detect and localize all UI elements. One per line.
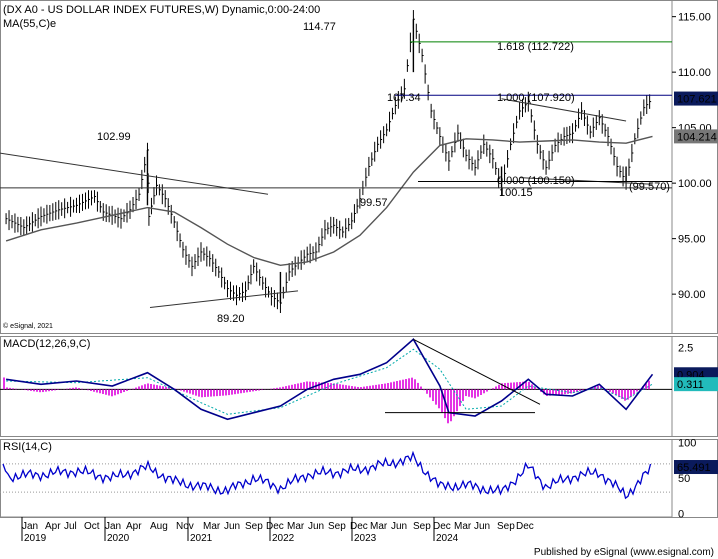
rsi-tick-label: 100 xyxy=(678,438,696,450)
trendline-lower xyxy=(149,290,299,308)
price-bars xyxy=(5,10,652,314)
month-label: Jun xyxy=(224,521,240,532)
annotation-8: 0.000 (100.150) xyxy=(497,175,575,187)
drawing-overlay: 102.99 89.20 114.77 107.34 99.57 100.15 1.618 … xyxy=(0,21,672,325)
month-label: Jul xyxy=(64,521,77,532)
month-label: Oct xyxy=(84,521,100,532)
ma-label: MA(55,C)e xyxy=(3,18,56,30)
year-label: 2022 xyxy=(272,533,295,544)
chart-title: (DX A0 - US DOLLAR INDEX FUTURES,W) Dyna… xyxy=(3,4,320,16)
month-label: Jun xyxy=(391,521,407,532)
watermark: © eSignal, 2021 xyxy=(3,322,53,330)
month-label: Nov xyxy=(176,521,194,532)
rsi-line xyxy=(2,450,652,500)
annotation-3: 107.34 xyxy=(387,92,421,104)
year-label: 2019 xyxy=(24,533,47,544)
rsi-tick-label: 50 xyxy=(678,473,690,485)
month-label: Mar xyxy=(287,521,305,532)
macd-tick-label: 2.5 xyxy=(678,343,693,355)
price-tick-label: 100.00 xyxy=(678,178,712,190)
trendline-upper xyxy=(0,152,269,195)
month-label: Mar xyxy=(370,521,388,532)
macd-panel-marks xyxy=(0,338,672,424)
tag-signal-value-bg xyxy=(674,377,718,392)
macd-trendline xyxy=(413,338,541,405)
annotation-2: 114.77 xyxy=(303,21,336,33)
axis-labels: 90.0095.00100.00105.00110.00115.002.5050… xyxy=(21,12,712,544)
month-label: Jun xyxy=(474,521,490,532)
panel-frame xyxy=(0,336,718,437)
annotation-0: 102.99 xyxy=(97,131,131,143)
month-label: Dec xyxy=(266,521,284,532)
month-label: Dec xyxy=(516,521,534,532)
ma-line xyxy=(5,135,653,267)
annotation-7: 1.000 (107.920) xyxy=(497,92,575,104)
annotation-1: 89.20 xyxy=(217,313,245,325)
month-label: Jan xyxy=(105,521,121,532)
month-label: Apr xyxy=(126,521,142,532)
tag-ma-value: 104.214 xyxy=(677,131,717,143)
month-label: Sep xyxy=(497,521,515,532)
macd-line xyxy=(5,338,654,421)
month-label: Jun xyxy=(308,521,324,532)
month-label: Aug xyxy=(150,521,168,532)
tag-last-price-bg xyxy=(674,91,718,106)
triangle-upper xyxy=(501,98,627,122)
month-label: Dec xyxy=(350,521,368,532)
tag-rsi-value-bg xyxy=(674,460,718,475)
price-tick-label: 110.00 xyxy=(678,67,711,79)
price-tick-label: 95.00 xyxy=(678,234,706,246)
annotation-9: (99.570) xyxy=(629,181,670,193)
panel-frames xyxy=(0,0,718,518)
month-label: Mar xyxy=(454,521,472,532)
macd-label: MACD(12,26,9,C) xyxy=(3,338,90,350)
month-label: Sep xyxy=(413,521,431,532)
price-tick-label: 90.00 xyxy=(678,289,706,301)
tag-signal-value: 0.311 xyxy=(677,379,704,391)
triangle-lower xyxy=(519,177,653,185)
month-label: Jan xyxy=(22,521,38,532)
panel-frame xyxy=(0,439,718,518)
month-label: Sep xyxy=(245,521,263,532)
month-label: Sep xyxy=(328,521,346,532)
tag-last-price: 107.621 xyxy=(677,94,717,106)
annotation-6: 1.618 (112.722) xyxy=(497,41,574,53)
rsi-panel-marks xyxy=(0,450,672,500)
rsi-label: RSI(14,C) xyxy=(3,441,52,453)
year-label: 2020 xyxy=(107,533,130,544)
month-label: Apr xyxy=(45,521,61,532)
published-by: Published by eSignal (www.esignal.com) xyxy=(534,547,714,558)
macd-signal-line xyxy=(6,348,653,415)
annotation-5: 100.15 xyxy=(499,187,533,199)
year-label: 2024 xyxy=(436,533,459,544)
price-tick-label: 115.00 xyxy=(678,12,711,24)
tag-rsi-value: 65.491 xyxy=(677,462,711,474)
month-label: Dec xyxy=(433,521,451,532)
annotation-4: 99.57 xyxy=(360,197,388,209)
year-label: 2021 xyxy=(190,533,213,544)
month-label: Mar xyxy=(203,521,221,532)
tag-ma-value-bg xyxy=(674,129,718,144)
panel-frame xyxy=(0,0,718,334)
moving-average xyxy=(5,135,653,267)
year-label: 2023 xyxy=(354,533,377,544)
rsi-tick-label: 0 xyxy=(678,508,684,520)
